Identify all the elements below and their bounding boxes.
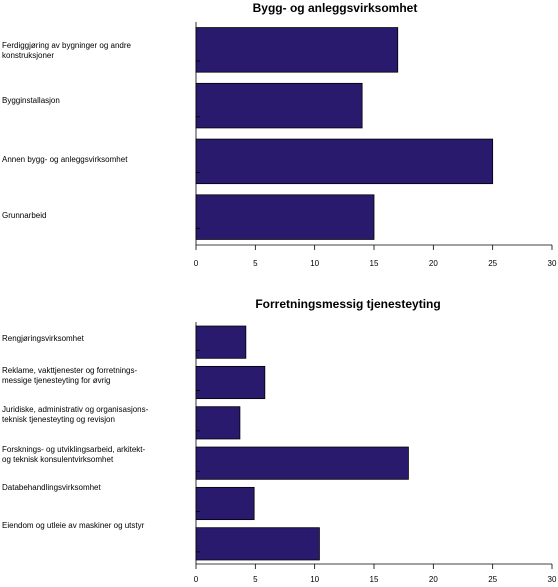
category-label: Reklame, vakttjenester og forretnings-me… [2, 366, 138, 385]
x-tick-label: 15 [370, 575, 379, 584]
x-tick-label: 20 [429, 259, 438, 268]
bar-3 [195, 194, 375, 240]
x-tick-label: 5 [253, 575, 258, 584]
category-label: Databehandlingsvirksomhet [2, 483, 102, 492]
chart-title: Forretningsmessig tjenesteyting [255, 297, 440, 311]
x-tick-label: 10 [310, 259, 319, 268]
x-tick-label: 5 [253, 259, 258, 268]
category-label: Ferdiggjøring av bygninger og andre konst… [2, 41, 132, 60]
x-tick-label: 30 [548, 575, 557, 584]
chart-panel-bygg: Bygg- og anleggsvirksomhet Ferdiggjøring … [2, 1, 557, 268]
x-tick-label: 25 [488, 259, 497, 268]
bar-2 [195, 406, 241, 440]
x-tick-label: 0 [194, 575, 199, 584]
bar-2 [195, 138, 494, 185]
bar-4 [195, 486, 255, 521]
category-label: Annen bygg- og anleggsvirksomhet [2, 155, 128, 164]
category-label: Eiendom og utleie av maskiner og utstyr [2, 521, 145, 530]
bar-1 [195, 82, 363, 129]
chart-title: Bygg- og anleggsvirksomhet [253, 1, 418, 15]
x-tick-label: 15 [370, 259, 379, 268]
category-label: Grunnarbeid [2, 211, 46, 220]
bar-0 [195, 27, 399, 73]
category-label: Juridiske, administrativ og organisasjon… [2, 405, 149, 424]
x-tick-label: 30 [548, 259, 557, 268]
category-label: Forsknings- og utviklingsarbeid, arkitek… [2, 445, 146, 464]
x-tick-label: 0 [194, 259, 199, 268]
bar-3 [195, 446, 409, 480]
category-label: Rengjøringsvirksomhet [2, 334, 85, 343]
bar-0 [195, 325, 247, 359]
x-tick-label: 10 [310, 575, 319, 584]
bar-5 [195, 527, 320, 561]
chart-panel-forretning: Forretningsmessig tjenesteyting Rengjørin… [2, 297, 557, 584]
x-tick-label: 25 [488, 575, 497, 584]
x-tick-label: 20 [429, 575, 438, 584]
category-label: Bygginstallasjon [2, 96, 60, 105]
bar-1 [195, 365, 266, 400]
